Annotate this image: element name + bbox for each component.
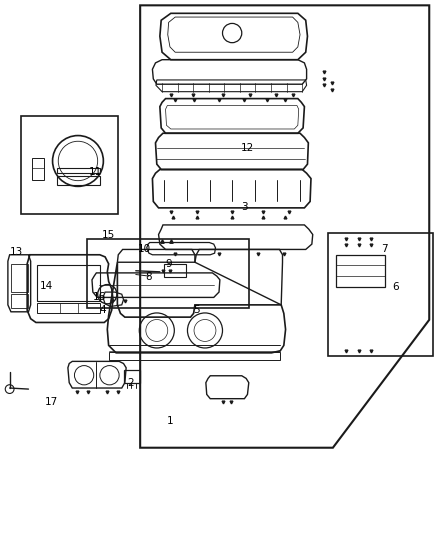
Text: 4: 4 xyxy=(99,305,106,315)
Text: 13: 13 xyxy=(10,247,23,256)
Text: 1: 1 xyxy=(166,416,173,426)
Bar xyxy=(336,255,385,287)
Bar xyxy=(87,239,249,308)
Text: 15: 15 xyxy=(102,230,115,239)
Text: 5: 5 xyxy=(193,305,200,315)
Text: 6: 6 xyxy=(392,282,399,292)
Bar xyxy=(37,265,100,301)
Bar xyxy=(164,264,186,277)
Bar xyxy=(32,158,44,180)
Bar xyxy=(11,264,28,292)
Text: 12: 12 xyxy=(241,143,254,153)
Text: 8: 8 xyxy=(145,272,152,282)
Bar xyxy=(37,303,100,313)
Text: 9: 9 xyxy=(165,260,172,269)
Text: 17: 17 xyxy=(45,398,58,407)
Text: 14: 14 xyxy=(39,281,53,290)
Bar xyxy=(11,294,28,308)
Text: 11: 11 xyxy=(89,167,102,176)
Text: 16: 16 xyxy=(93,293,106,302)
Text: 3: 3 xyxy=(241,202,248,212)
Bar xyxy=(124,370,140,383)
Bar xyxy=(109,352,280,360)
Text: 2: 2 xyxy=(127,378,134,387)
Text: 7: 7 xyxy=(381,245,388,254)
Text: 10: 10 xyxy=(138,245,151,254)
Bar xyxy=(328,233,433,356)
Bar xyxy=(21,116,118,214)
